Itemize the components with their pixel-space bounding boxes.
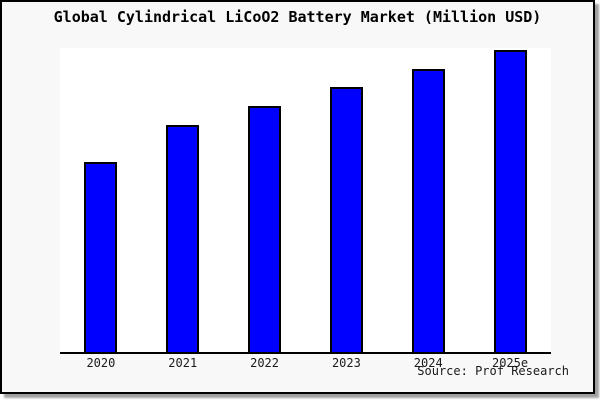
x-tick-label-2022: 2022 xyxy=(250,356,280,370)
bar-2025e xyxy=(493,50,527,352)
plot-area xyxy=(60,48,551,354)
bar-slot-2024 xyxy=(387,48,469,352)
x-tick-label-2021: 2021 xyxy=(168,356,198,370)
x-tick-label-2024: 2024 xyxy=(413,356,443,370)
source-note: Source: Prof Research xyxy=(417,364,569,378)
bar-slot-2025e xyxy=(469,48,551,352)
bar-slot-2020 xyxy=(60,48,142,352)
x-axis-tick-labels: 2020 2021 2022 2023 2024 2025e xyxy=(60,356,551,370)
bar-slot-2022 xyxy=(224,48,306,352)
chart-title: Global Cylindrical LiCoO2 Battery Market… xyxy=(53,8,542,26)
x-tick-label-2025e: 2025e xyxy=(491,356,529,370)
x-tick-label-2023: 2023 xyxy=(331,356,361,370)
bar-slot-2021 xyxy=(142,48,224,352)
chart-card: Global Cylindrical LiCoO2 Battery Market… xyxy=(0,0,595,394)
bar-2020 xyxy=(84,162,118,352)
bar-2024 xyxy=(411,69,445,352)
bar-2021 xyxy=(166,125,200,352)
bar-2022 xyxy=(248,106,282,352)
bars-container xyxy=(60,48,551,352)
bar-slot-2023 xyxy=(305,48,387,352)
bar-2023 xyxy=(329,87,363,352)
x-tick-label-2020: 2020 xyxy=(86,356,116,370)
